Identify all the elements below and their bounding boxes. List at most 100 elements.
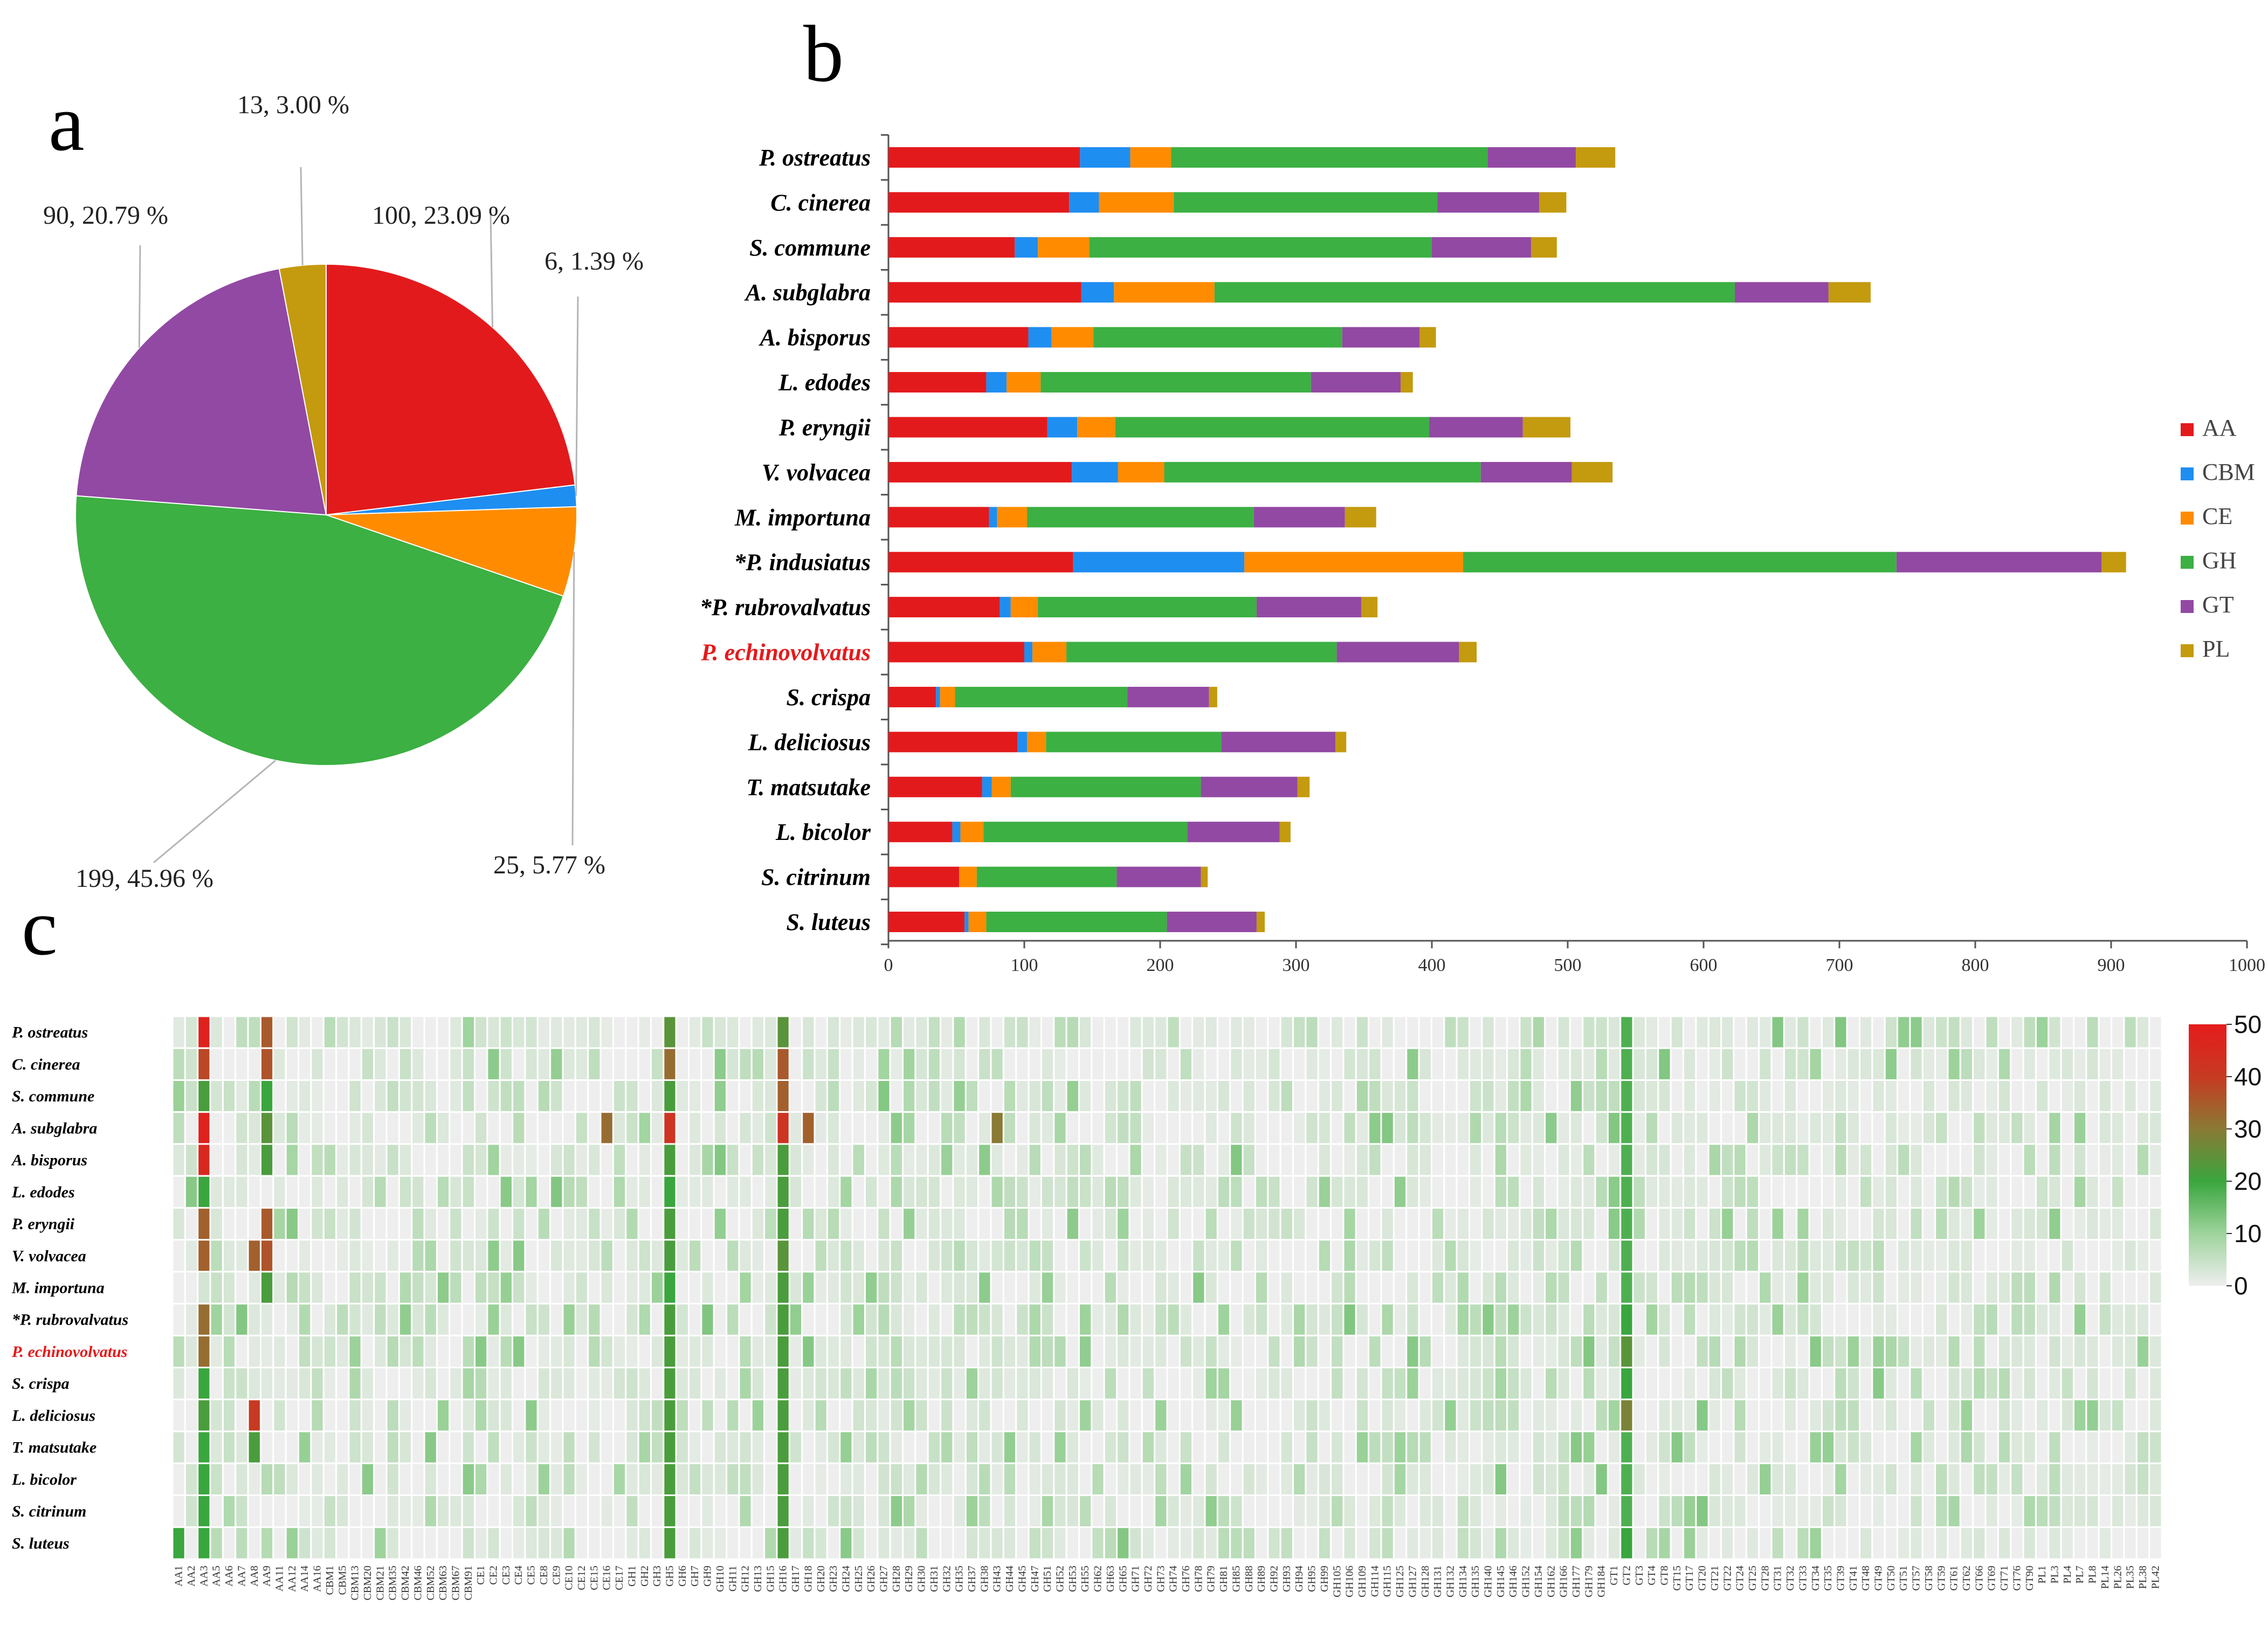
heatmap-cell xyxy=(713,1111,728,1145)
heatmap-cell xyxy=(1141,1111,1156,1145)
heatmap-cell xyxy=(738,1111,753,1145)
heatmap-cell xyxy=(700,1367,715,1401)
heatmap-cell xyxy=(1418,1239,1432,1273)
heatmap-cell xyxy=(348,1303,362,1336)
heatmap-cell xyxy=(499,1303,514,1336)
heatmap-cell xyxy=(259,1015,274,1049)
heatmap-cell xyxy=(2098,1111,2113,1145)
heatmap-cell xyxy=(436,1143,451,1177)
heatmap-cell xyxy=(2048,1398,2062,1432)
heatmap-cell xyxy=(348,1367,362,1401)
heatmap-cell xyxy=(499,1462,514,1497)
heatmap-cell xyxy=(1002,1367,1017,1401)
heatmap-cell xyxy=(1733,1175,1747,1209)
heatmap-column-label: PL4 xyxy=(2062,1566,2073,1583)
heatmap-cell xyxy=(222,1239,237,1273)
heatmap-cell xyxy=(763,1334,778,1369)
heatmap-cell xyxy=(990,1303,1004,1336)
heatmap-cell xyxy=(587,1430,602,1464)
heatmap-cell xyxy=(977,1430,992,1464)
heatmap-cell xyxy=(549,1175,564,1209)
heatmap-cell xyxy=(1796,1207,1810,1241)
heatmap-cell xyxy=(1355,1494,1370,1528)
heatmap-cell xyxy=(726,1175,740,1209)
heatmap-cell xyxy=(1871,1526,1886,1560)
heatmap-cell xyxy=(1254,1015,1269,1049)
heatmap-cell xyxy=(2148,1079,2163,1113)
heatmap-cell xyxy=(411,1303,425,1336)
heatmap-cell xyxy=(1405,1111,1420,1145)
heatmap-cell xyxy=(964,1047,980,1081)
heatmap-cell xyxy=(1582,1334,1596,1369)
heatmap-cell xyxy=(235,1143,249,1177)
heatmap-cell xyxy=(373,1494,388,1528)
heatmap-cell xyxy=(776,1334,790,1369)
heatmap-cell xyxy=(877,1334,891,1369)
heatmap-cell xyxy=(839,1079,853,1113)
heatmap-cell xyxy=(423,1462,438,1497)
heatmap-cell xyxy=(398,1303,413,1336)
heatmap-cell xyxy=(1984,1462,1999,1497)
heatmap-cell xyxy=(2148,1462,2163,1497)
heatmap-cell xyxy=(2111,1462,2125,1497)
heatmap-cell xyxy=(1644,1271,1659,1305)
heatmap-cell xyxy=(1934,1079,1949,1113)
heatmap-cell xyxy=(1216,1143,1231,1177)
heatmap-cell xyxy=(486,1175,501,1209)
heatmap-cell xyxy=(285,1271,300,1305)
heatmap-cell xyxy=(1783,1430,1798,1464)
heatmap-cell xyxy=(1380,1526,1395,1560)
heatmap-cell xyxy=(1242,1239,1256,1273)
heatmap-cell xyxy=(902,1367,916,1401)
heatmap-cell xyxy=(2048,1047,2062,1081)
heatmap-cell xyxy=(486,1239,501,1273)
heatmap-cell xyxy=(1191,1526,1206,1560)
heatmap-cell xyxy=(411,1175,425,1209)
heatmap-cell xyxy=(2060,1367,2075,1401)
heatmap-cell xyxy=(1443,1111,1458,1145)
heatmap-cell xyxy=(385,1239,400,1273)
heatmap-cell xyxy=(1405,1207,1420,1241)
heatmap-cell xyxy=(1997,1494,2012,1528)
heatmap-column-label: GT28 xyxy=(1759,1566,1771,1591)
heatmap-cell xyxy=(1506,1334,1521,1369)
heatmap-cell xyxy=(587,1462,602,1497)
heatmap-cell xyxy=(1279,1334,1294,1369)
heatmap-cell xyxy=(763,1271,778,1305)
heatmap-cell xyxy=(1078,1367,1093,1401)
heatmap-column-label: PL7 xyxy=(2074,1566,2086,1583)
heatmap-cell xyxy=(1053,1367,1067,1401)
heatmap-cell xyxy=(1670,1015,1685,1049)
heatmap-cell xyxy=(1846,1494,1860,1528)
heatmap-cell xyxy=(1469,1494,1483,1528)
heatmap-cell xyxy=(851,1239,866,1273)
heatmap-column-label: GH179 xyxy=(1583,1566,1595,1597)
heatmap-cell xyxy=(2123,1430,2138,1464)
heatmap-cell xyxy=(222,1462,237,1497)
heatmap-cell xyxy=(2135,1398,2150,1432)
heatmap-cell xyxy=(927,1015,942,1049)
heatmap-cell xyxy=(776,1430,790,1464)
heatmap-cell xyxy=(1745,1430,1760,1464)
heatmap-cell xyxy=(1670,1143,1685,1177)
heatmap-cell xyxy=(1216,1526,1231,1560)
heatmap-cell xyxy=(1330,1271,1345,1305)
heatmap-cell xyxy=(449,1175,463,1209)
heatmap-cell xyxy=(1733,1303,1747,1336)
heatmap-column-label: GH132 xyxy=(1444,1566,1456,1597)
heatmap-cell xyxy=(1909,1430,1924,1464)
heatmap-cell xyxy=(788,1239,803,1273)
heatmap-cell xyxy=(914,1239,929,1273)
heatmap-cell xyxy=(738,1015,753,1049)
heatmap-cell xyxy=(1607,1079,1622,1113)
heatmap-cell xyxy=(1934,1175,1949,1209)
heatmap-cell xyxy=(1582,1207,1596,1241)
heatmap-cell xyxy=(1947,1047,1961,1081)
heatmap-cell xyxy=(964,1334,980,1369)
heatmap-cell xyxy=(1292,1430,1307,1464)
heatmap-cell xyxy=(877,1526,891,1560)
heatmap-cell xyxy=(2111,1111,2125,1145)
heatmap-cell xyxy=(1607,1239,1622,1273)
heatmap-cell xyxy=(864,1462,879,1497)
